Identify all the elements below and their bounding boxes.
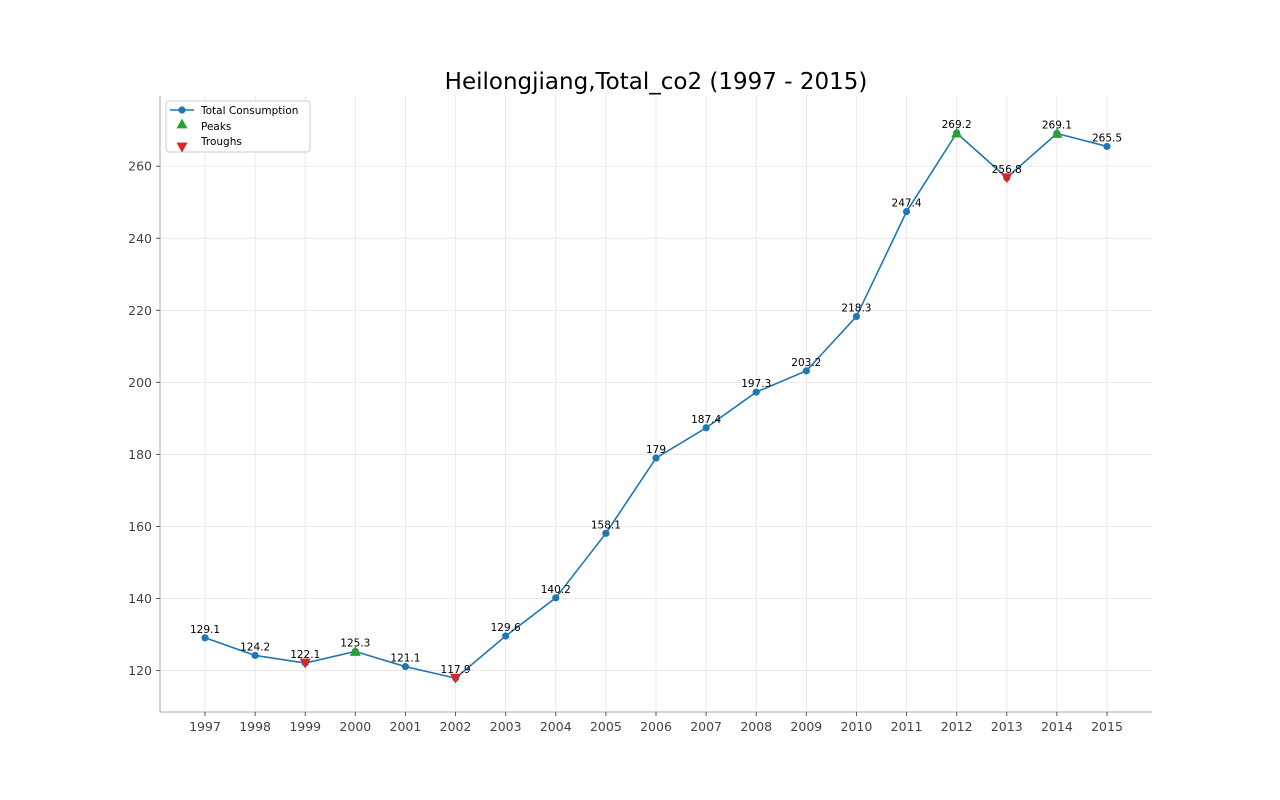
chart-title: Heilongjiang,Total_co2 (1997 - 2015) <box>445 69 868 95</box>
x-tick-label: 2003 <box>490 719 522 734</box>
x-tick-label: 1999 <box>289 719 321 734</box>
trough-marker <box>450 673 462 684</box>
x-tick-label: 2012 <box>941 719 973 734</box>
legend-box <box>165 100 311 153</box>
y-tick-label: 140 <box>128 591 152 606</box>
peak-trough-markers <box>299 127 1063 684</box>
data-label: 197.3 <box>741 378 771 390</box>
x-tick-label: 2008 <box>740 719 772 734</box>
y-tick-label: 200 <box>128 375 152 390</box>
data-label: 121.1 <box>390 653 420 665</box>
data-label: 256.8 <box>992 164 1022 176</box>
x-tick-label: 2014 <box>1041 719 1073 734</box>
data-point <box>802 367 810 375</box>
data-point <box>852 312 861 321</box>
data-point <box>602 529 610 537</box>
x-tick-label: 2006 <box>640 719 672 734</box>
data-label: 117.9 <box>441 664 471 676</box>
x-tick-label: 2010 <box>841 719 873 734</box>
data-label: 203.2 <box>791 357 821 369</box>
data-point <box>201 634 209 642</box>
x-tick-label: 2002 <box>440 719 472 734</box>
data-label: 247.4 <box>892 198 922 210</box>
data-label: 124.2 <box>240 641 270 653</box>
data-label: 269.2 <box>942 119 972 131</box>
x-tick-label: 1997 <box>189 719 221 734</box>
data-label: 269.1 <box>1042 119 1072 131</box>
legend-label-peaks: Peaks <box>201 121 231 133</box>
x-tick-label: 2015 <box>1091 719 1123 734</box>
x-tick-label: 2004 <box>540 719 572 734</box>
legend-trough-swatch <box>176 142 188 153</box>
data-label: 140.2 <box>541 584 571 596</box>
data-point <box>702 424 710 432</box>
x-tick-label: 2009 <box>790 719 822 734</box>
data-label: 158.1 <box>591 519 621 531</box>
data-point <box>401 663 410 671</box>
data-point <box>752 388 760 396</box>
peak-marker <box>349 645 361 656</box>
y-tick-label: 160 <box>128 519 152 534</box>
peak-marker <box>1051 127 1063 138</box>
y-tick-label: 240 <box>128 231 152 246</box>
x-tick-label: 1998 <box>239 719 271 734</box>
data-label: 179 <box>646 444 666 456</box>
x-tick-label: 2011 <box>891 719 923 734</box>
data-point <box>552 594 560 602</box>
y-tick-label: 220 <box>128 303 152 318</box>
x-tick-label: 2007 <box>690 719 722 734</box>
legend-peak-swatch <box>176 118 188 129</box>
y-tick-label: 120 <box>128 663 152 678</box>
grid <box>160 96 1152 712</box>
data-point <box>251 651 259 660</box>
data-label: 187.4 <box>691 414 721 426</box>
peak-marker <box>951 127 963 138</box>
data-label: 129.1 <box>190 624 220 636</box>
trough-marker <box>1001 173 1013 184</box>
data-label: 265.5 <box>1092 132 1122 144</box>
data-point <box>1103 142 1111 151</box>
data-point <box>652 454 660 462</box>
data-label: 125.3 <box>340 637 370 649</box>
x-tick-label: 2001 <box>390 719 422 734</box>
legend-point-swatch <box>178 106 186 114</box>
legend: Total Consumption Peaks Troughs <box>165 100 311 153</box>
data-label: 218.3 <box>841 302 871 314</box>
y-tick-label: 180 <box>128 447 152 462</box>
x-tick-label: 2000 <box>339 719 371 734</box>
y-tick-label: 260 <box>128 159 152 174</box>
data-labels: 129.1 124.2 122.1 125.3 121.1 117.9 129.6 140.2… <box>190 119 1122 676</box>
legend-label-total-consumption: Total Consumption <box>200 105 298 117</box>
legend-label-troughs: Troughs <box>200 136 242 148</box>
data-point <box>502 632 510 640</box>
data-label: 122.1 <box>290 649 320 661</box>
trough-marker <box>299 658 311 669</box>
tick-labels: 1997 1998 1999 2000 2001 2002 2003 2004 2005 2006… <box>128 159 1123 734</box>
data-point <box>902 208 911 216</box>
x-tick-label: 2005 <box>590 719 622 734</box>
x-tick-label: 2013 <box>991 719 1023 734</box>
data-label: 129.6 <box>491 622 521 634</box>
